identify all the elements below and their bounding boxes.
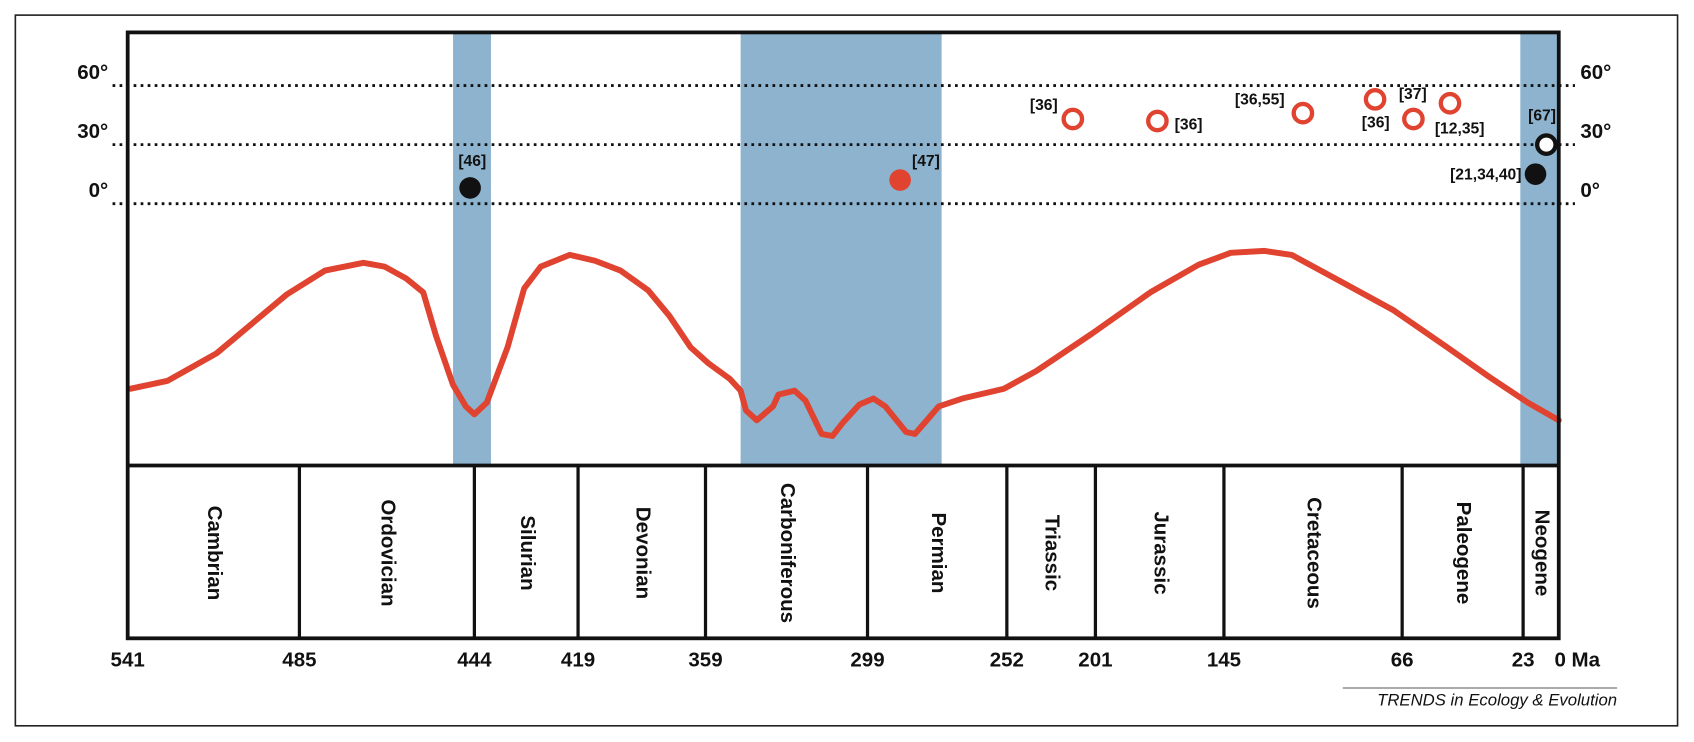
- period-label: Ordovician: [376, 499, 399, 606]
- x-tick-label: 23: [1512, 648, 1535, 671]
- shaded-band: [740, 32, 942, 466]
- x-tick-label: 299: [850, 648, 884, 671]
- data-point: [1146, 109, 1169, 133]
- period-label: Jurassic: [1149, 511, 1172, 594]
- x-tick-label: 145: [1207, 648, 1241, 671]
- period-label: Carboniferous: [776, 483, 799, 623]
- point-label: [36]: [1175, 116, 1203, 133]
- point-label: [47]: [912, 153, 940, 170]
- period-label: Permian: [927, 513, 950, 594]
- y-tick-label-right: 0°: [1580, 179, 1600, 202]
- period-label: Cretaceous: [1303, 497, 1326, 609]
- x-tick-label: 201: [1078, 648, 1112, 671]
- x-tick-label: 541: [111, 648, 145, 671]
- source-note: TRENDS in Ecology & Evolution: [1377, 690, 1617, 709]
- period-label: Neogene: [1531, 510, 1554, 597]
- point-label: [36]: [1030, 97, 1058, 114]
- period-label: Devonian: [631, 507, 654, 599]
- point-label: [36]: [1362, 114, 1390, 131]
- y-tick-label-right: 30°: [1580, 120, 1611, 143]
- shaded-band: [1520, 32, 1559, 466]
- x-tick-label: 419: [561, 648, 595, 671]
- figure-border: [14, 14, 1679, 727]
- data-point: [1363, 87, 1387, 111]
- x-tick-label: 444: [457, 648, 492, 671]
- x-tick-label: 0 Ma: [1554, 648, 1600, 671]
- x-tick-label: 66: [1391, 648, 1414, 671]
- point-label: [46]: [458, 153, 486, 170]
- x-tick-label: 252: [990, 648, 1024, 671]
- data-point: [1438, 91, 1462, 115]
- point-label: [21,34,40]: [1450, 166, 1521, 183]
- x-tick-label: 359: [688, 648, 722, 671]
- x-tick-label: 485: [282, 648, 316, 671]
- point-label: [36,55]: [1235, 91, 1285, 108]
- trend-line: [127, 247, 1562, 439]
- period-label: Triassic: [1041, 515, 1064, 591]
- y-tick-label: 30°: [77, 120, 108, 143]
- data-point: [889, 169, 911, 191]
- period-label: Cambrian: [203, 506, 226, 601]
- data-point: [1535, 133, 1558, 156]
- plot-frame: [125, 30, 1561, 641]
- data-point: [459, 177, 481, 199]
- y-tick-label-right: 60°: [1580, 61, 1611, 84]
- period-label: Paleogene: [1452, 502, 1475, 605]
- data-point: [1524, 163, 1547, 185]
- period-label: Silurian: [516, 515, 539, 590]
- point-label: [67]: [1528, 108, 1556, 125]
- point-label: [12,35]: [1435, 120, 1485, 137]
- data-point: [1402, 107, 1425, 131]
- point-label: [37]: [1399, 86, 1427, 103]
- data-point: [1291, 101, 1315, 125]
- data-point: [1061, 107, 1085, 131]
- y-tick-label: 0°: [89, 179, 109, 202]
- y-tick-label: 60°: [77, 61, 108, 84]
